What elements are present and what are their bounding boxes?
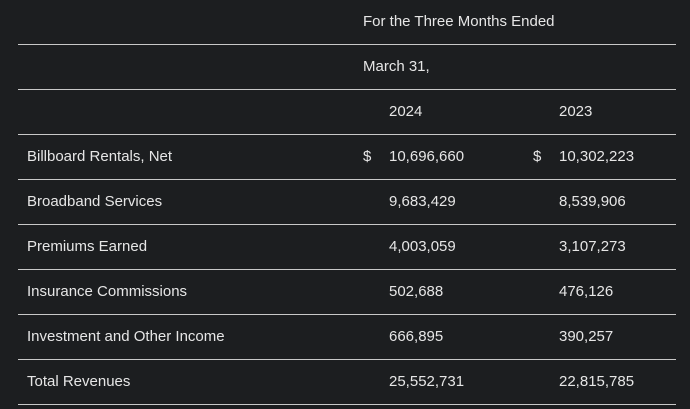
- table-row: Billboard Rentals, Net $ 10,696,660 $ 10…: [18, 135, 676, 180]
- table-row: Broadband Services 9,683,429 8,539,906: [18, 180, 676, 225]
- year-2024-header: 2024: [389, 103, 423, 120]
- value-2023: 10,302,223: [559, 148, 635, 165]
- value-2024: 502,688: [389, 283, 444, 300]
- header-row-period: For the Three Months Ended: [18, 0, 676, 45]
- row-label: Investment and Other Income: [27, 328, 225, 345]
- row-label: Broadband Services: [27, 193, 163, 210]
- currency-symbol-2023: $: [533, 148, 542, 165]
- date-header: March 31,: [363, 58, 430, 75]
- row-label: Total Revenues: [27, 373, 131, 390]
- value-2024: 4,003,059: [389, 238, 456, 255]
- row-label: Premiums Earned: [27, 238, 148, 255]
- table-row: Insurance Commissions 502,688 476,126: [18, 270, 676, 315]
- value-2024: 10,696,660: [389, 148, 465, 165]
- period-header: For the Three Months Ended: [363, 13, 555, 30]
- value-2023: 390,257: [559, 328, 614, 345]
- row-label: Insurance Commissions: [27, 283, 188, 300]
- table-row: Premiums Earned 4,003,059 3,107,273: [18, 225, 676, 270]
- currency-symbol-2024: $: [363, 148, 372, 165]
- value-2024: 25,552,731: [389, 373, 465, 390]
- row-label: Billboard Rentals, Net: [27, 148, 173, 165]
- year-2023-header: 2023: [559, 103, 593, 120]
- value-2023: 476,126: [559, 283, 614, 300]
- header-row-years: 2024 2023: [18, 90, 676, 135]
- table-row-total: Total Revenues 25,552,731 22,815,785: [18, 360, 676, 405]
- value-2023: 8,539,906: [559, 193, 626, 210]
- header-row-date: March 31,: [18, 45, 676, 90]
- value-2024: 9,683,429: [389, 193, 456, 210]
- table-row: Investment and Other Income 666,895 390,…: [18, 315, 676, 360]
- revenue-table: For the Three Months Ended March 31, 202…: [18, 0, 676, 405]
- value-2024: 666,895: [389, 328, 444, 345]
- value-2023: 3,107,273: [559, 238, 626, 255]
- value-2023: 22,815,785: [559, 373, 635, 390]
